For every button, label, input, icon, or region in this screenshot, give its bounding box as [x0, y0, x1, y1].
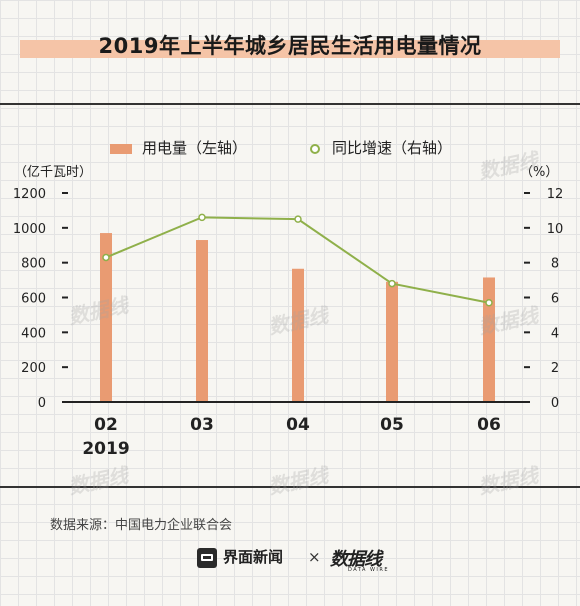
- left-tick-label: 0: [38, 396, 46, 411]
- cross-separator: ×: [308, 548, 321, 566]
- right-tick-label: 4: [551, 326, 559, 341]
- right-tick-label: 2: [551, 361, 559, 376]
- jiemian-logo-icon: [197, 548, 217, 568]
- x-tick-label: 06: [477, 415, 501, 435]
- legend-bar: 用电量（左轴）: [110, 137, 247, 158]
- right-tick-label: 0: [551, 396, 559, 411]
- x-tick-label: 03: [190, 415, 214, 435]
- legend-line: 同比增速（右轴）: [310, 137, 452, 158]
- brand-jiemian: 界面新闻: [223, 548, 284, 566]
- growth-point: [388, 279, 396, 288]
- left-tick-label: 1200: [13, 187, 46, 202]
- legend-bar-label: 用电量（左轴）: [142, 139, 248, 157]
- x-tick-label: 02: [94, 415, 118, 435]
- legend-bar-swatch: [110, 143, 132, 154]
- right-axis-unit: （%）: [520, 165, 559, 180]
- x-year-label: 2019: [82, 439, 129, 459]
- right-tick-label: 6: [551, 292, 559, 307]
- bar: [100, 233, 112, 402]
- data-source: 数据来源：中国电力企业联合会: [50, 518, 233, 533]
- growth-point: [102, 253, 110, 262]
- legend-line-marker: [310, 143, 320, 154]
- growth-point: [294, 215, 302, 223]
- title-highlight: [20, 40, 560, 58]
- left-tick-label: 600: [21, 292, 46, 307]
- bar: [483, 277, 495, 402]
- right-tick-label: 8: [551, 257, 559, 272]
- left-tick-label: 800: [21, 257, 46, 272]
- left-tick-label: 200: [21, 361, 46, 376]
- growth-point: [198, 213, 206, 222]
- left-tick-label: 400: [21, 326, 46, 341]
- chart-title: 2019年上半年城乡居民生活用电量情况: [98, 34, 482, 58]
- datawire-logo: 数据线: [330, 549, 382, 570]
- x-tick-label: 04: [286, 415, 310, 435]
- x-tick-label: 05: [380, 415, 404, 435]
- bar: [196, 240, 208, 402]
- right-tick-label: 12: [547, 187, 564, 202]
- bar: [386, 281, 398, 402]
- left-tick-label: 1000: [13, 222, 46, 237]
- right-tick-label: 10: [547, 222, 564, 237]
- legend-line-label: 同比增速（右轴）: [332, 139, 453, 157]
- bottom-rule: [0, 486, 580, 488]
- datawire-logo-sub: DATA WIRE: [348, 567, 390, 573]
- top-rule: [0, 103, 580, 105]
- bar: [292, 268, 304, 402]
- growth-point: [485, 298, 493, 307]
- left-axis-unit: （亿千瓦时）: [14, 165, 93, 180]
